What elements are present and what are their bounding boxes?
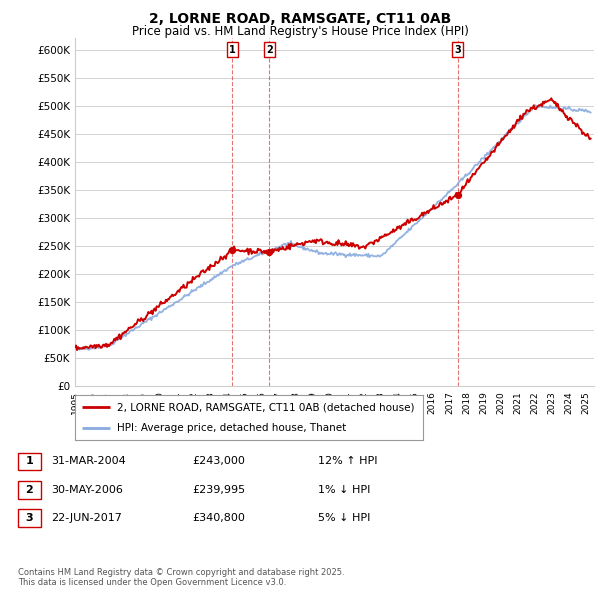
Text: Price paid vs. HM Land Registry's House Price Index (HPI): Price paid vs. HM Land Registry's House …	[131, 25, 469, 38]
Text: 1: 1	[229, 45, 236, 55]
Point	[265, 247, 274, 257]
Text: 31-MAR-2004: 31-MAR-2004	[51, 457, 126, 466]
Text: HPI: Average price, detached house, Thanet: HPI: Average price, detached house, Than…	[117, 422, 346, 432]
Text: 3: 3	[26, 513, 33, 523]
Text: 22-JUN-2017: 22-JUN-2017	[51, 513, 122, 523]
Text: 30-MAY-2006: 30-MAY-2006	[51, 485, 123, 494]
Text: 2, LORNE ROAD, RAMSGATE, CT11 0AB (detached house): 2, LORNE ROAD, RAMSGATE, CT11 0AB (detac…	[117, 402, 414, 412]
Text: 2, LORNE ROAD, RAMSGATE, CT11 0AB: 2, LORNE ROAD, RAMSGATE, CT11 0AB	[149, 12, 451, 26]
Text: £239,995: £239,995	[192, 485, 245, 494]
Point	[453, 191, 463, 200]
Text: 2: 2	[26, 485, 33, 494]
Text: 5% ↓ HPI: 5% ↓ HPI	[318, 513, 370, 523]
Point	[227, 245, 237, 255]
Text: 1: 1	[26, 457, 33, 466]
Text: 1% ↓ HPI: 1% ↓ HPI	[318, 485, 370, 494]
Text: £243,000: £243,000	[192, 457, 245, 466]
Text: £340,800: £340,800	[192, 513, 245, 523]
Text: 3: 3	[454, 45, 461, 55]
Text: 2: 2	[266, 45, 273, 55]
Text: 12% ↑ HPI: 12% ↑ HPI	[318, 457, 377, 466]
Text: Contains HM Land Registry data © Crown copyright and database right 2025.
This d: Contains HM Land Registry data © Crown c…	[18, 568, 344, 587]
